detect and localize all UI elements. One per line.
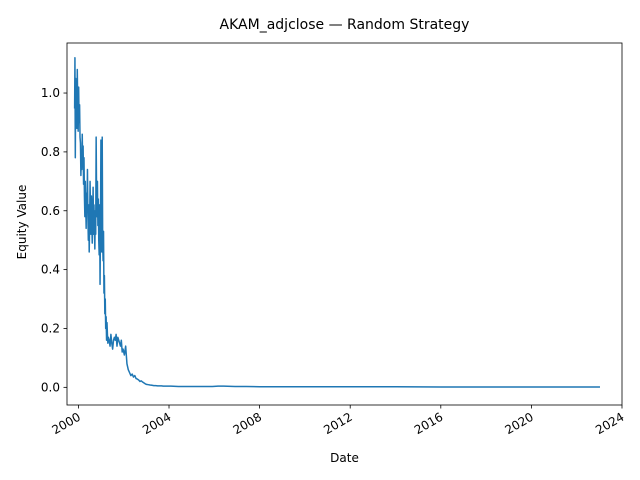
y-tick-label-0: 0.0	[41, 380, 60, 394]
x-axis-title: Date	[330, 451, 359, 465]
y-tick-label-5: 1.0	[41, 86, 60, 100]
y-axis-title: Equity Value	[15, 185, 29, 260]
series-line-0	[73, 56, 600, 388]
y-tick-label-1: 0.2	[41, 321, 60, 335]
y-tick-label-3: 0.6	[41, 204, 60, 218]
y-tick-label-2: 0.4	[41, 263, 60, 277]
axes-frame	[66, 42, 623, 406]
chart-title: AKAM_adjclose — Random Strategy	[220, 17, 470, 33]
y-tick-label-4: 0.8	[41, 145, 60, 159]
